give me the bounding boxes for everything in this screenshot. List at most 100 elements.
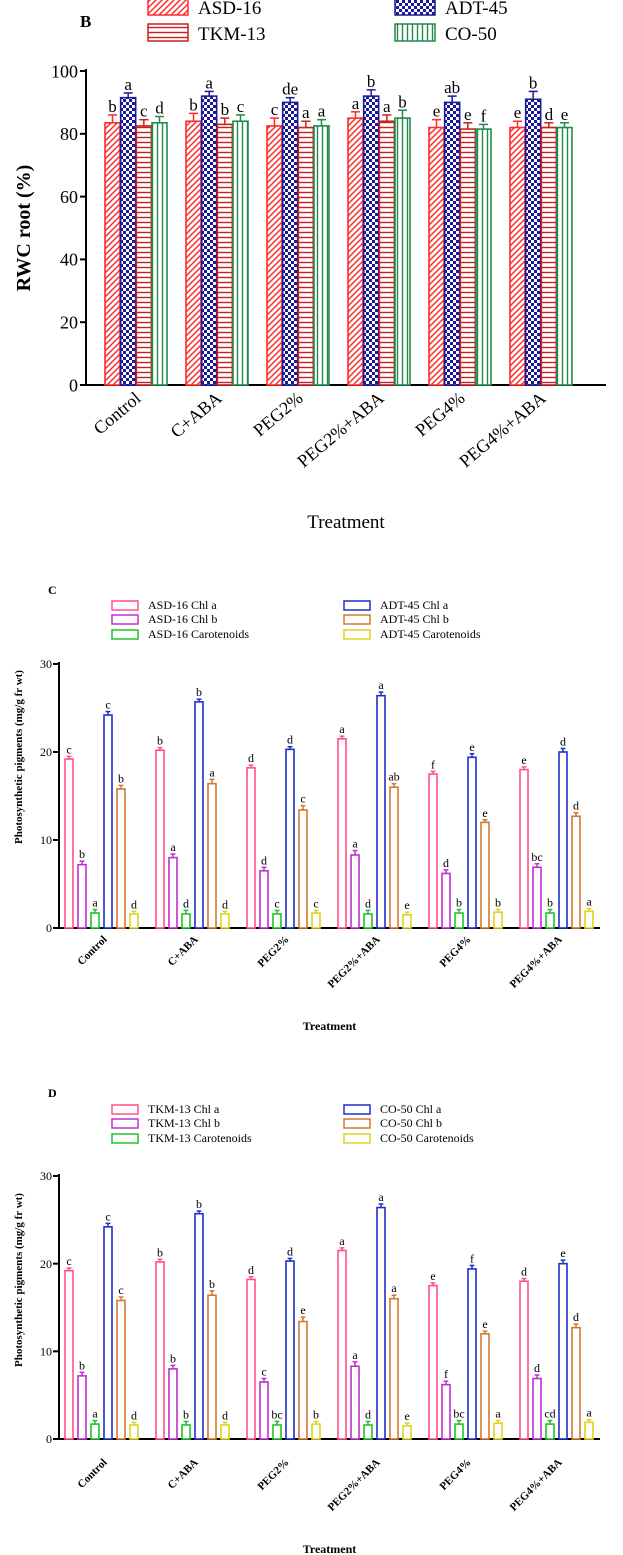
significance-letter: b <box>529 73 538 92</box>
bar <box>524 98 542 386</box>
x-tick-label: PEG4%+ABA <box>508 934 565 991</box>
bar <box>389 786 399 929</box>
significance-letter: c <box>140 102 148 121</box>
legend-swatch <box>343 629 371 640</box>
significance-letter: a <box>209 765 215 779</box>
significance-letter: b <box>221 100 230 119</box>
significance-letter: c <box>271 100 279 119</box>
bar <box>200 95 218 386</box>
bar <box>311 912 321 929</box>
panel-letter-b: B <box>80 12 91 31</box>
legend-swatch <box>394 0 436 16</box>
y-tick-label: 0 <box>46 921 52 935</box>
y-tick-label: 30 <box>40 1169 52 1183</box>
significance-letter: d <box>248 751 254 765</box>
significance-letter: a <box>92 896 98 910</box>
y-tick-label: 60 <box>60 187 78 207</box>
bar <box>77 863 87 929</box>
x-tick-label: PEG2%+ABA <box>326 934 383 991</box>
legend-label: ASD-16 <box>198 0 261 19</box>
significance-letter: ab <box>388 770 399 784</box>
bar <box>313 125 330 386</box>
bar <box>285 1260 295 1440</box>
significance-letter: e <box>560 1246 565 1260</box>
significance-letter: b <box>196 685 202 699</box>
bar <box>64 758 74 929</box>
bar <box>151 122 168 386</box>
bar <box>311 1423 321 1440</box>
legend-swatch <box>147 0 189 16</box>
legend-label: CO-50 <box>445 24 497 45</box>
significance-letter: e <box>433 102 441 121</box>
legend-swatch <box>111 1133 139 1144</box>
legend-label: TKM-13 <box>198 24 266 45</box>
bar <box>454 1423 464 1440</box>
significance-letter: bc <box>531 850 542 864</box>
bar <box>532 866 542 929</box>
legend-label: ASD-16 Chl a <box>148 598 217 612</box>
significance-letter: d <box>183 896 189 910</box>
bar <box>194 1212 204 1440</box>
significance-letter: a <box>383 97 391 116</box>
significance-letter: de <box>282 80 298 99</box>
significance-letter: c <box>105 698 110 712</box>
bar <box>272 913 282 929</box>
y-axis-label: Photosynthetic pigments (mg/g fr wt) <box>13 1193 25 1367</box>
legend-label: CO-50 Chl b <box>380 1116 442 1130</box>
legend-swatch <box>111 600 139 611</box>
legend-label: ASD-16 Chl b <box>148 612 217 626</box>
significance-letter: b <box>79 1358 85 1372</box>
bar <box>493 911 503 929</box>
x-tick-label: PEG2% <box>255 934 291 970</box>
significance-letter: a <box>339 722 345 736</box>
bar <box>259 869 269 929</box>
significance-letter: a <box>378 1190 384 1204</box>
bar <box>362 95 380 386</box>
legend-swatch <box>111 629 139 640</box>
bar <box>376 694 386 929</box>
significance-letter: e <box>404 1409 409 1423</box>
bar <box>181 1424 191 1440</box>
legend-swatch <box>111 1118 139 1129</box>
bar <box>298 1320 308 1440</box>
significance-letter: b <box>170 1351 176 1365</box>
bar <box>168 856 178 929</box>
significance-letter: e <box>514 103 522 122</box>
legend-label: CO-50 Chl a <box>380 1102 442 1116</box>
x-tick-label: C+ABA <box>166 934 201 969</box>
bar <box>363 1424 373 1440</box>
significance-letter: a <box>586 1406 592 1420</box>
bar <box>90 912 100 929</box>
bar <box>558 1262 568 1440</box>
significance-letter: a <box>170 840 176 854</box>
x-tick-label: Control <box>90 388 145 439</box>
bar <box>337 737 347 929</box>
bar <box>181 913 191 929</box>
significance-letter: f <box>444 1367 448 1381</box>
significance-letter: b <box>183 1407 189 1421</box>
legend-swatch <box>147 23 189 42</box>
significance-letter: e <box>430 1269 435 1283</box>
significance-letter: c <box>118 1283 123 1297</box>
bar <box>459 128 477 386</box>
y-tick-label: 0 <box>69 375 78 395</box>
bar <box>376 1206 386 1440</box>
significance-letter: e <box>300 1303 305 1317</box>
bar <box>104 122 121 386</box>
significance-letter: f <box>481 106 487 125</box>
x-tick-label: Control <box>75 1457 109 1491</box>
significance-letter: b <box>108 97 117 116</box>
x-tick-label: C+ABA <box>167 388 226 442</box>
significance-letter: e <box>469 740 474 754</box>
bar <box>185 120 202 386</box>
bar <box>519 1280 529 1440</box>
significance-letter: bc <box>271 1407 282 1421</box>
bar <box>155 749 165 929</box>
bar <box>558 751 568 929</box>
x-tick-label: PEG2%+ABA <box>293 388 387 472</box>
significance-letter: e <box>482 1317 487 1331</box>
bar <box>428 126 445 386</box>
bar <box>428 773 438 929</box>
bar <box>246 1278 256 1440</box>
bar <box>467 756 477 929</box>
